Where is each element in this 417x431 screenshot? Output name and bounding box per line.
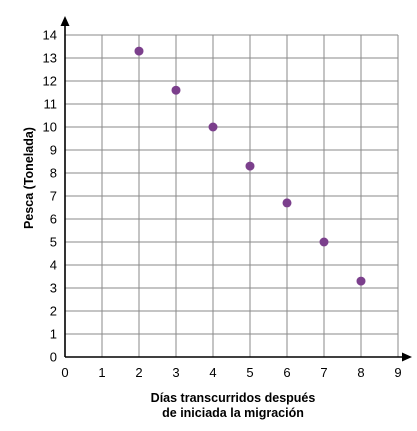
y-tick-label: 1	[50, 327, 57, 342]
y-tick-label: 7	[50, 189, 57, 204]
y-tick-label: 14	[43, 28, 57, 43]
data-point	[356, 276, 366, 286]
y-tick-label: 3	[50, 281, 57, 296]
x-tick-label: 3	[172, 365, 179, 380]
y-tick-label: 2	[50, 304, 57, 319]
y-tick-label: 5	[50, 235, 57, 250]
data-point	[282, 198, 292, 208]
y-axis-title: Pesca (Tonelada)	[22, 127, 36, 229]
y-axis-arrow	[60, 16, 70, 26]
x-tick-label: 8	[357, 365, 364, 380]
x-tick-label: 9	[394, 365, 401, 380]
y-tick-label: 8	[50, 166, 57, 181]
y-tick-label: 0	[50, 350, 57, 365]
y-tick-label: 13	[43, 51, 57, 66]
axes	[60, 16, 412, 362]
x-tick-label: 6	[283, 365, 290, 380]
y-tick-label: 4	[50, 258, 57, 273]
x-tick-label: 5	[246, 365, 253, 380]
x-tick-label: 4	[209, 365, 216, 380]
x-tick-labels: 0 1 2 3 4 5 6 7 8 9	[61, 365, 401, 380]
x-tick-label: 7	[320, 365, 327, 380]
data-point	[134, 46, 144, 56]
data-points	[134, 46, 366, 286]
y-tick-label: 10	[43, 120, 57, 135]
y-tick-label: 6	[50, 212, 57, 227]
x-tick-label: 2	[135, 365, 142, 380]
x-tick-label: 0	[61, 365, 68, 380]
x-axis-arrow	[402, 352, 412, 362]
y-tick-label: 9	[50, 143, 57, 158]
data-point	[245, 161, 255, 171]
data-point	[319, 237, 329, 247]
x-axis-title-line-1: Días transcurridos después	[151, 391, 316, 405]
y-tick-label: 12	[43, 74, 57, 89]
y-tick-label: 11	[44, 97, 58, 112]
data-point	[171, 85, 181, 95]
grid	[65, 34, 399, 357]
data-point	[208, 122, 218, 132]
x-axis-title-line-2: de iniciada la migración	[162, 406, 304, 420]
x-tick-label: 1	[98, 365, 105, 380]
